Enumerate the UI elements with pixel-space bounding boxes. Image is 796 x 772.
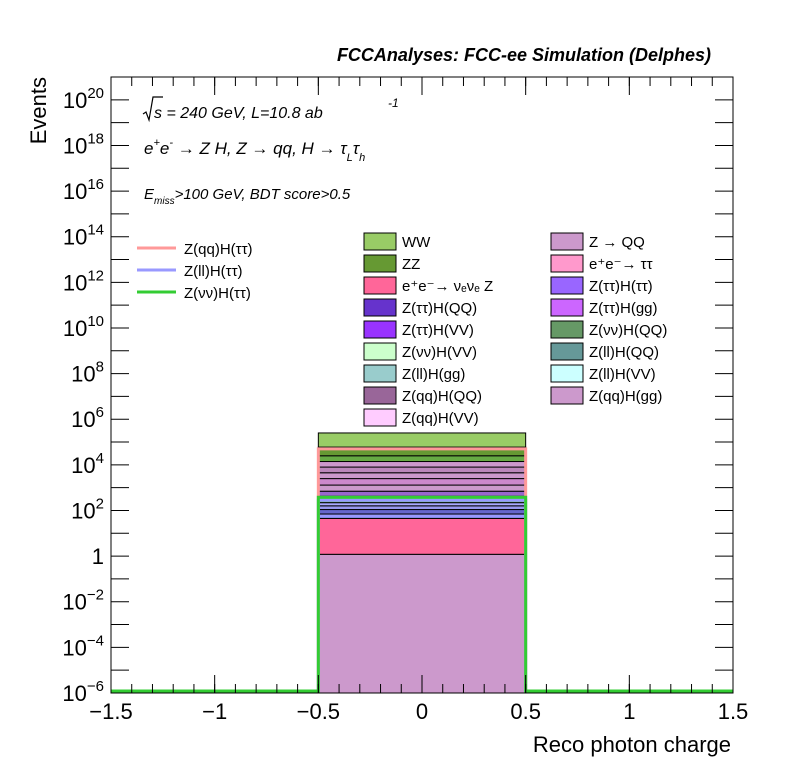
legend-label: Z → QQ [589, 234, 645, 251]
x-tick-label: 0.5 [510, 699, 541, 724]
legend-label: e⁺e⁻→ ττ [589, 256, 653, 273]
legend: Z(qq)H(ττ) Z(ll)H(ττ) Z(νν)H(ττ) WW ZZ e⁺e⁻→ … [137, 232, 667, 427]
stack-bar-10 [317, 478, 527, 486]
x-tick-label: 0 [416, 699, 428, 724]
legend-label: Z(ττ)H(ττ) [589, 278, 653, 295]
x-tick-label: 1 [623, 699, 635, 724]
legend-swatch [550, 232, 584, 251]
legend-swatch [363, 408, 397, 427]
legend-swatch [550, 276, 584, 295]
y-axis-label: Events [26, 77, 51, 144]
energy-annotation: s = 240 GeV, L=10.8 ab -1 [142, 96, 399, 123]
x-tick-label: −0.5 [297, 699, 340, 724]
legend-signal-label: Z(qq)H(ττ) [184, 241, 253, 258]
stack-bar-4 [317, 505, 527, 511]
y-tick-label: 106 [71, 404, 104, 432]
legend-label: Z(ττ)H(QQ) [402, 300, 477, 317]
y-tick-label: 108 [71, 359, 104, 387]
legend-swatch [550, 386, 584, 405]
legend-swatch [363, 342, 397, 361]
svg-text:Emiss>100 GeV, BDT score>0.5: Emiss>100 GeV, BDT score>0.5 [144, 186, 351, 207]
legend-label: Z(νν)H(QQ) [589, 322, 667, 339]
y-tick-label: 1014 [63, 222, 104, 250]
y-tick-label: 104 [71, 450, 104, 478]
y-tick-label: 102 [71, 495, 104, 523]
x-tick-label: −1 [202, 699, 227, 724]
x-axis-label: Reco photon charge [533, 732, 731, 757]
stack-bar-13 [317, 461, 527, 468]
legend-label: Z(ll)H(VV) [589, 366, 656, 383]
svg-text:e+e- → Z H, Z → qq, H → τLτh: e+e- → Z H, Z → qq, H → τLτh [144, 137, 365, 164]
legend-label: e⁺e⁻→ νₑνₑ Z [402, 278, 493, 295]
y-tick-label: 10−2 [62, 587, 104, 615]
stack-bar-11 [317, 472, 527, 480]
legend-label: Z(ττ)H(VV) [402, 322, 474, 339]
stack-bar-9 [317, 484, 527, 492]
legend-swatch [550, 342, 584, 361]
process-annotation: e+e- → Z H, Z → qq, H → τLτh [144, 137, 365, 164]
stack-bar-8 [317, 490, 527, 497]
legend-swatch [363, 298, 397, 317]
stack-bar-2 [317, 513, 527, 519]
x-tick-label: −1.5 [89, 699, 132, 724]
selection-annotation: Emiss>100 GeV, BDT score>0.5 [144, 186, 351, 207]
axis-layer: −1.5 −1 −0.5 0 0.5 1 1.5 10−6 10−4 10−2 1 102 104 106… [62, 76, 749, 724]
legend-label: WW [402, 234, 431, 251]
energy-text: = 240 GeV, L=10.8 ab [162, 105, 323, 122]
stack-layer [317, 432, 527, 694]
legend-label: Z(qq)H(VV) [402, 410, 479, 427]
stack-bar-3 [317, 509, 527, 515]
legend-signal-label: Z(ll)H(ττ) [184, 263, 243, 280]
legend-swatch [363, 320, 397, 339]
legend-label: Z(qq)H(gg) [589, 388, 662, 405]
sqrt-s: s [154, 105, 162, 122]
legend-signal-label: Z(νν)H(ττ) [184, 285, 251, 302]
legend-swatch [363, 386, 397, 405]
legend-label: Z(ll)H(QQ) [589, 344, 659, 361]
stack-bar-16 [317, 432, 527, 448]
y-tick-label: 1010 [63, 313, 104, 341]
stack-bar-12 [317, 466, 527, 474]
y-tick-label: 10−4 [62, 632, 104, 660]
legend-swatch [550, 320, 584, 339]
header-title: FCCAnalyses: FCC-ee Simulation (Delphes) [337, 45, 711, 65]
stack-bar-14 [317, 455, 527, 463]
stack-bar-1 [317, 517, 527, 555]
y-tick-label: 10−6 [62, 678, 104, 706]
y-tick-label: 1 [92, 544, 104, 569]
signal-layer [111, 447, 733, 693]
x-tick-label: 1.5 [718, 699, 749, 724]
y-tick-label: 1016 [63, 176, 104, 204]
legend-label: Z(ττ)H(gg) [589, 300, 658, 317]
legend-swatch [363, 276, 397, 295]
legend-swatch [550, 364, 584, 383]
legend-swatch [550, 254, 584, 273]
stack-bar-0 [317, 553, 527, 694]
signal-line-2 [111, 495, 733, 693]
y-tick-label: 1020 [63, 85, 104, 113]
legend-swatch [550, 298, 584, 317]
legend-swatch [363, 364, 397, 383]
sqrt-symbol [142, 96, 163, 123]
y-tick-label: 1012 [63, 267, 104, 295]
legend-label: ZZ [402, 256, 420, 273]
lumi-exponent: -1 [388, 96, 399, 110]
svg-text:s = 240 GeV, L=10.8 ab: s = 240 GeV, L=10.8 ab [154, 105, 323, 122]
legend-label: Z(ll)H(gg) [402, 366, 465, 383]
legend-swatch [363, 232, 397, 251]
legend-label: Z(νν)H(VV) [402, 344, 477, 361]
y-tick-label: 1018 [63, 130, 104, 158]
legend-label: Z(qq)H(QQ) [402, 388, 482, 405]
legend-swatch [363, 254, 397, 273]
